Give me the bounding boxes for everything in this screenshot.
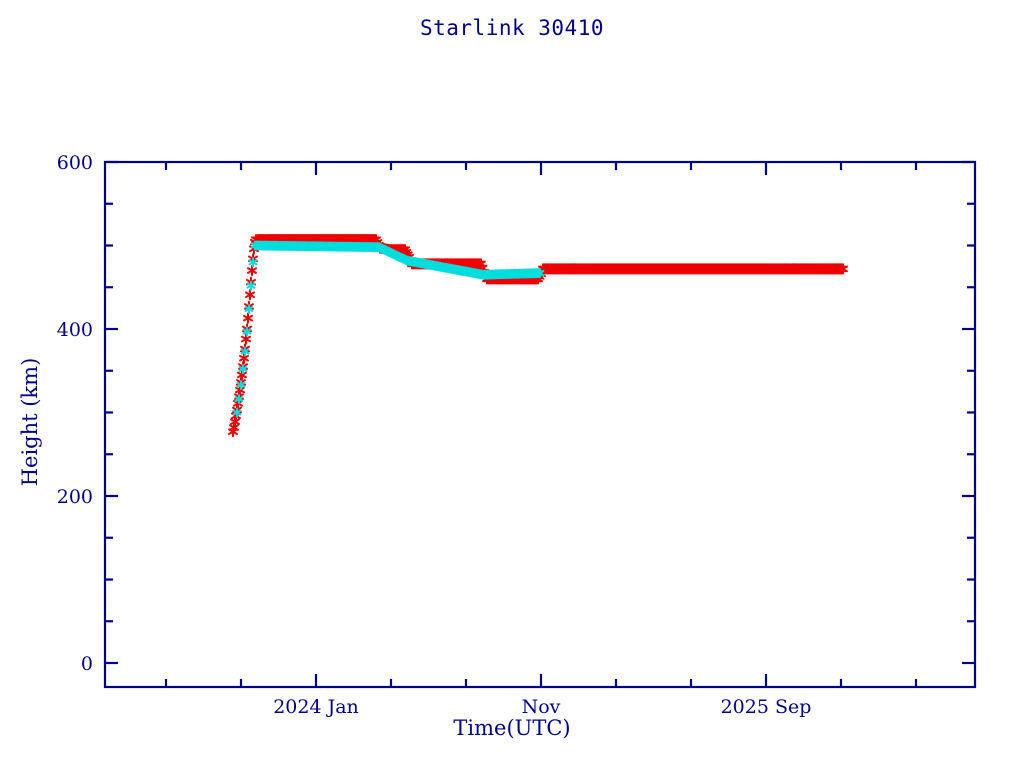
- y-tick-label: 0: [81, 653, 93, 675]
- axis-tick-labels: 0 200 400 600 2024 Jan Nov 2025 Sep: [57, 152, 812, 718]
- y-tick-label: 400: [57, 319, 93, 341]
- data-series: [228, 234, 848, 438]
- series-mean-height-cyan: [232, 240, 545, 418]
- y-tick-label: 600: [57, 152, 93, 174]
- x-axis-title: Time(UTC): [453, 716, 571, 740]
- axis-ticks: [105, 160, 975, 687]
- x-tick-label: 2024 Jan: [273, 696, 359, 718]
- x-tick-label: Nov: [522, 696, 561, 718]
- x-tick-label: 2025 Sep: [721, 696, 812, 718]
- series-apogee-perigee-red: [228, 234, 848, 438]
- y-axis-title: Height (km): [18, 357, 42, 487]
- chart-title: Starlink 30410: [419, 16, 604, 40]
- y-tick-label: 200: [57, 486, 93, 508]
